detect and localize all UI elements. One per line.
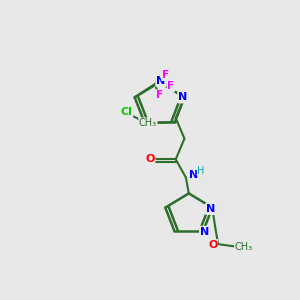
Text: F: F bbox=[156, 90, 163, 100]
Text: Cl: Cl bbox=[121, 107, 133, 117]
Text: N: N bbox=[206, 204, 215, 214]
Text: N: N bbox=[178, 92, 188, 102]
Text: O: O bbox=[208, 240, 218, 250]
Text: H: H bbox=[197, 166, 205, 176]
Text: CH₃: CH₃ bbox=[235, 242, 253, 252]
Text: N: N bbox=[188, 170, 198, 180]
Text: CH₃: CH₃ bbox=[139, 118, 157, 128]
Text: F: F bbox=[167, 81, 175, 92]
Text: N: N bbox=[156, 76, 166, 86]
Text: O: O bbox=[146, 154, 155, 164]
Text: F: F bbox=[162, 70, 169, 80]
Text: N: N bbox=[200, 227, 209, 237]
